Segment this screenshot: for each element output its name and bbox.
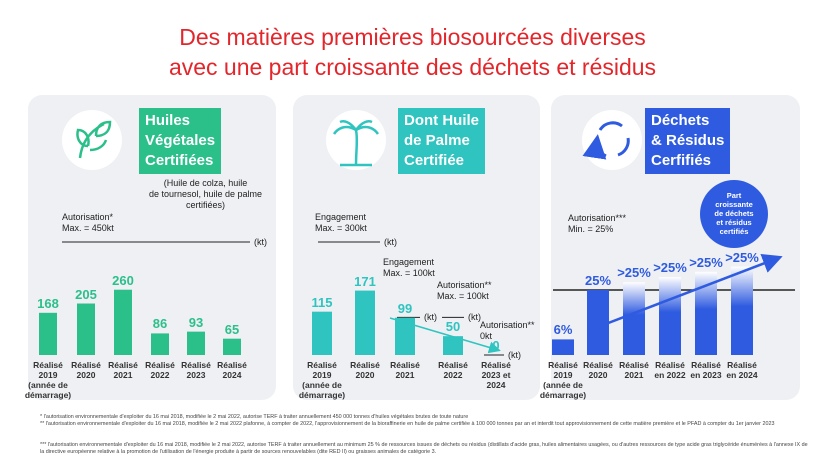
icon bbox=[62, 110, 642, 170]
category-label: Réalisé 2021 bbox=[390, 360, 420, 380]
bubble-text: Part croissante de déchets et résidus ce… bbox=[714, 191, 754, 236]
bar bbox=[443, 336, 463, 355]
bar bbox=[39, 312, 57, 355]
data-label: 260 bbox=[112, 272, 134, 288]
category-label: Réalisé 2020 bbox=[350, 360, 380, 380]
bar bbox=[151, 333, 169, 355]
reference-label: Autorisation* Max. = 450kt bbox=[62, 212, 114, 233]
unit: (kt) bbox=[508, 350, 521, 360]
reference-label: Engagement Max. = 300kt bbox=[315, 212, 367, 233]
data-label: 50 bbox=[445, 319, 461, 335]
unit: (kt) bbox=[424, 312, 437, 323]
data-label: 115 bbox=[311, 294, 333, 310]
data-label: >25% bbox=[725, 249, 759, 265]
data-label: 0 bbox=[492, 338, 500, 353]
bar bbox=[695, 271, 717, 355]
category-label: Réalisé 2020 bbox=[583, 360, 613, 380]
bar bbox=[312, 311, 332, 355]
panel-heading: Déchets & Résidus Cerfifiés bbox=[645, 108, 731, 174]
data-label: 86 bbox=[152, 316, 168, 332]
reference-label: Engagement Max. = 100kt bbox=[383, 257, 435, 278]
reference-label: Autorisation** Max. = 100kt bbox=[437, 280, 492, 301]
category-label: Réalisé 2024 bbox=[217, 360, 247, 380]
data-label: 65 bbox=[224, 321, 240, 337]
category-label: Réalisé en 2024 bbox=[726, 360, 758, 380]
trend-arrow bbox=[389, 317, 501, 354]
category-label: Réalisé en 2023 bbox=[690, 360, 722, 380]
bar bbox=[731, 266, 753, 355]
reference-label: Autorisation*** Min. = 25% bbox=[568, 213, 627, 234]
category-label: Réalisé 2023 et 2024 bbox=[481, 360, 511, 390]
category-label: Réalisé 2019 (année de démarrage) bbox=[298, 360, 346, 400]
bar bbox=[114, 289, 132, 355]
unit: (kt) bbox=[468, 312, 481, 323]
data-label: 93 bbox=[188, 314, 204, 330]
category-label: Réalisé 2020 bbox=[71, 360, 101, 380]
panel-subtitle: (Huile de colza, huile de tournesol, hui… bbox=[148, 178, 263, 210]
data-label: >25% bbox=[689, 254, 723, 270]
reference-label: Autorisation** 0kt bbox=[480, 320, 535, 341]
data-label: >25% bbox=[653, 260, 687, 275]
data-label: 168 bbox=[37, 295, 59, 311]
category-label: Réalisé 2019 (année de démarrage) bbox=[24, 360, 72, 400]
category-label: Réalisé 2022 bbox=[145, 360, 175, 380]
footnote: * l'autorisation environnementale d'expl… bbox=[40, 414, 469, 420]
panel-heading: Dont Huile de Palme Certifiée bbox=[398, 108, 485, 174]
data-label: 171 bbox=[354, 273, 376, 289]
bar bbox=[187, 331, 205, 355]
bar bbox=[659, 277, 681, 355]
data-label: >25% bbox=[617, 265, 651, 281]
data-label: 99 bbox=[397, 300, 413, 316]
bar bbox=[552, 339, 574, 355]
footnote: ** l'autorisation environnementale d'exp… bbox=[40, 421, 775, 427]
bar bbox=[623, 282, 645, 355]
bar bbox=[395, 317, 415, 355]
category-label: Réalisé 2021 bbox=[619, 360, 649, 380]
bar bbox=[587, 290, 609, 355]
title-line: avec une part croissante des déchets et … bbox=[168, 54, 657, 80]
category-label: Réalisé 2021 bbox=[108, 360, 138, 380]
data-label: 25% bbox=[584, 273, 612, 288]
category-label: Réalisé 2019 (année de démarrage) bbox=[539, 360, 587, 400]
unit: (kt) bbox=[384, 237, 397, 247]
category-label: Réalisé 2023 bbox=[181, 360, 211, 380]
footnote: *** l'autorisation environnementale d'ex… bbox=[40, 442, 808, 455]
category-label: Réalisé en 2022 bbox=[654, 360, 686, 380]
bar bbox=[77, 303, 95, 355]
panel-heading: Huiles Végétales Certifiées bbox=[139, 108, 222, 174]
category-label: Réalisé 2022 bbox=[438, 360, 468, 380]
data-label: 205 bbox=[75, 286, 97, 302]
title-line: Des matières premières biosourcées diver… bbox=[179, 24, 646, 50]
bar bbox=[223, 338, 241, 355]
bar bbox=[355, 290, 375, 355]
data-label: 6% bbox=[553, 322, 573, 338]
unit: (kt) bbox=[254, 237, 267, 247]
bubble bbox=[700, 180, 768, 248]
trend-arrow bbox=[589, 254, 783, 332]
